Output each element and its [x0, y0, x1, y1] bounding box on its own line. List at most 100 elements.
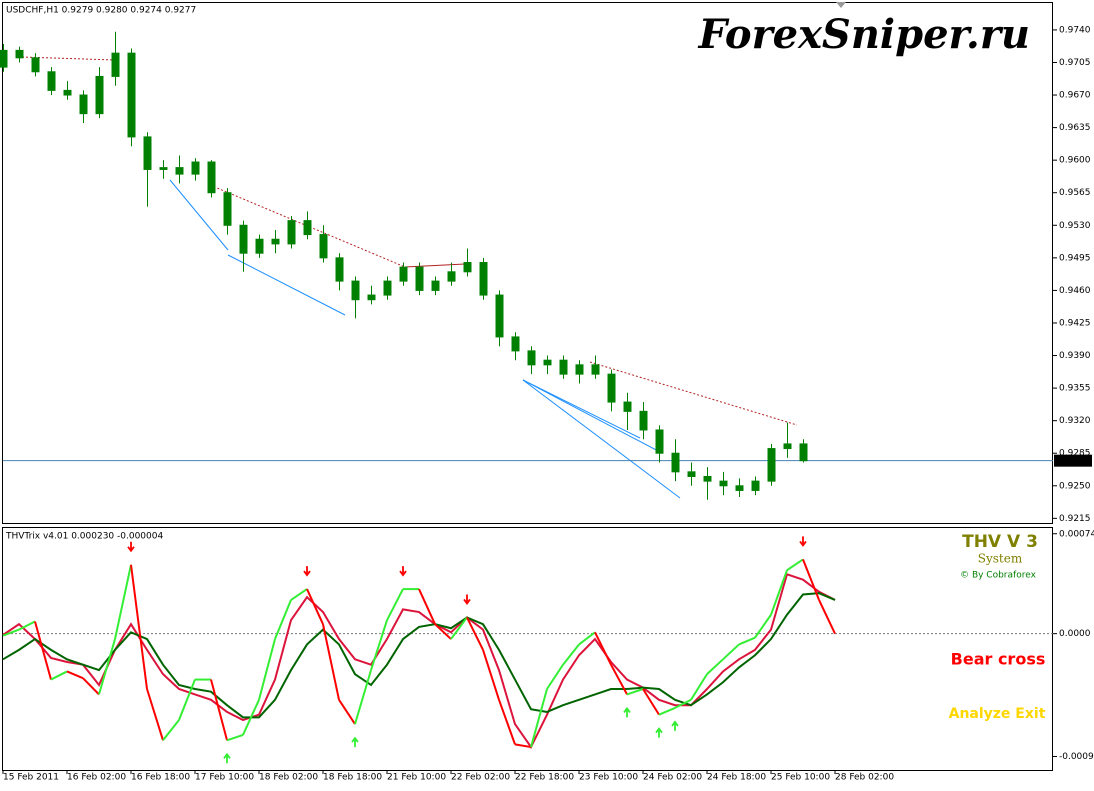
fast-line-segment [18, 620, 36, 631]
sell-arrow [463, 594, 471, 605]
candle-body [79, 94, 88, 115]
x-tick-label: 22 Feb 18:00 [515, 773, 574, 783]
candle-body [783, 443, 792, 450]
candle-body [0, 49, 8, 68]
y-tick-label: 0.9285 [1059, 449, 1091, 459]
support-line [227, 254, 346, 316]
candle-body [623, 401, 632, 412]
fast-line-segment [754, 614, 772, 639]
sell-arrow [127, 541, 135, 553]
fast-line-segment [770, 569, 788, 616]
indicator-title: THVTrix v4.01 0.000230 -0.000004 [5, 532, 163, 542]
fast-line-segment [514, 743, 532, 749]
current-price-box [1054, 454, 1092, 467]
y-tick-label: 0.9390 [1059, 351, 1091, 361]
candle-body [255, 238, 264, 254]
candle-body [527, 350, 536, 366]
candle-body [495, 294, 504, 338]
support-line [169, 179, 229, 251]
y-tick-label: 0.9670 [1059, 91, 1091, 101]
candle-body [719, 480, 728, 487]
candle-body [63, 89, 72, 96]
candle-body [767, 448, 776, 482]
candle-body [159, 167, 168, 170]
candle-body [287, 220, 296, 245]
candle-body [15, 49, 24, 59]
fast-line-segment [690, 673, 708, 701]
candle-body [175, 167, 184, 175]
candle-body [335, 257, 344, 282]
candle-body [351, 280, 360, 301]
candle-body [703, 475, 712, 482]
buy-arrow [655, 727, 663, 738]
candle-body [575, 364, 584, 375]
fast-line-segment [738, 636, 756, 646]
current-price-label: 0.9277 [1058, 456, 1090, 466]
buy-arrow [623, 706, 631, 718]
resistance-line [21, 56, 116, 61]
candle-body [47, 71, 56, 91]
candle-body [799, 443, 808, 462]
candle-body [143, 136, 152, 170]
fast-line-segment [226, 733, 244, 742]
candle-body [431, 280, 440, 291]
support-line [522, 379, 681, 499]
fast-line-segment [578, 631, 596, 646]
watermark: ForexSniper.ru [698, 11, 1030, 58]
indicator-panel [2, 527, 1053, 771]
candle-body [191, 161, 200, 175]
fast-line-segment [50, 670, 68, 681]
fast-line-segment [418, 588, 436, 625]
candle-body [271, 238, 280, 245]
y-tick-label: 0.9635 [1059, 123, 1091, 133]
candle-body [239, 224, 248, 254]
resistance-line [404, 263, 466, 268]
candle-body [607, 373, 616, 403]
candle-body [559, 359, 568, 375]
fast-line-segment [386, 588, 404, 621]
fast-line-segment [274, 599, 292, 640]
fast-line-segment [306, 588, 324, 625]
shift-marker [836, 2, 846, 8]
candle-body [655, 429, 664, 454]
x-tick-label: 23 Feb 10:00 [579, 773, 638, 783]
candle-body [463, 262, 472, 273]
y-tick-label: 0.00074 [1059, 529, 1094, 539]
fast-line-segment [354, 669, 372, 725]
fast-line-segment [98, 638, 116, 695]
fast-line-segment [786, 558, 804, 572]
fast-line-segment [498, 699, 516, 745]
fast-line-segment [162, 719, 180, 741]
fast-line-segment [178, 679, 196, 721]
candle-body [591, 364, 600, 375]
fast-line-segment [818, 599, 836, 635]
fast-line-segment [626, 688, 644, 696]
fast-line-segment [82, 677, 100, 696]
indicator-line [2, 592, 836, 719]
fast-line-segment [594, 631, 612, 666]
y-tick-label: 0.9740 [1059, 25, 1091, 35]
candle-body [735, 485, 744, 491]
candle-body [639, 410, 648, 431]
y-tick-label: 0.9320 [1059, 416, 1091, 426]
resistance-line [589, 361, 798, 426]
x-tick-label: 22 Feb 02:00 [451, 773, 510, 783]
annotation: © By Cobraforex [960, 571, 1036, 581]
fast-line-segment [722, 643, 740, 661]
candle-body [399, 266, 408, 282]
fast-line-segment [34, 621, 52, 680]
candle-body [511, 336, 520, 352]
symbol-info: USDCHF,H1 0.9279 0.9280 0.9274 0.9277 [6, 6, 196, 16]
candle-body [751, 480, 760, 491]
x-tick-label: 16 Feb 02:00 [67, 773, 126, 783]
candle-body [111, 52, 120, 77]
y-tick-label: 0.9425 [1059, 318, 1091, 328]
fast-line-segment [322, 623, 340, 701]
fast-line-segment [242, 699, 260, 736]
annotation: THV V 3 [962, 532, 1038, 552]
y-tick-label: 0.9355 [1059, 384, 1091, 394]
annotation: Bear cross [951, 650, 1046, 669]
candle-body [383, 280, 392, 296]
fast-line-segment [674, 698, 692, 709]
